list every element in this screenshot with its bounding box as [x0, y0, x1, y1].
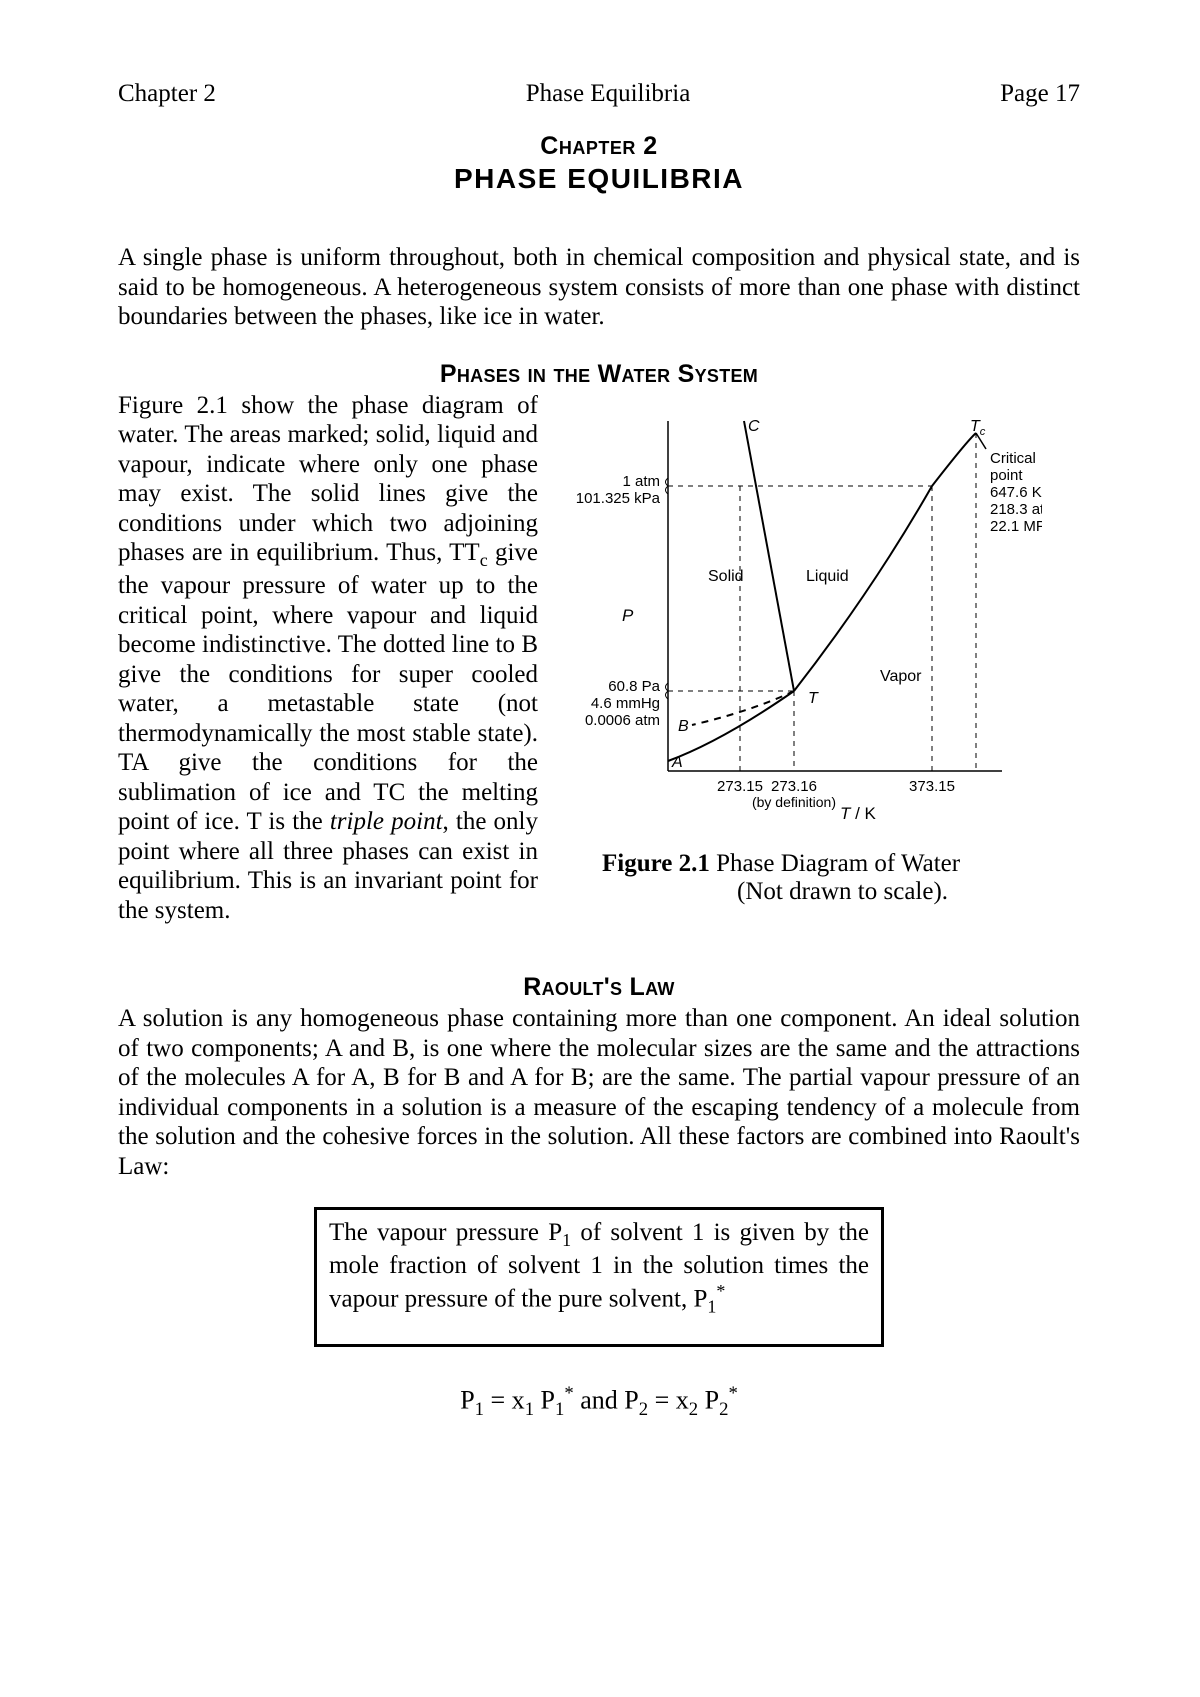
svg-text:B: B — [678, 718, 689, 735]
phase-diagram-svg: P T / K 1 atm101.325 kPa 60.8 Pa4.6 mmHg0.0… — [572, 391, 1042, 831]
svg-text:273.15: 273.15 — [717, 778, 763, 795]
svg-text:22.1 MPa: 22.1 MPa — [990, 518, 1042, 535]
chapter-number: Chapter 2 — [118, 132, 1080, 161]
svg-text:1 atm: 1 atm — [622, 473, 660, 490]
figure-caption-bold: Figure 2.1 — [602, 850, 710, 877]
svg-text:C: C — [748, 418, 760, 435]
svg-text:P: P — [622, 606, 634, 625]
svg-text:Solid: Solid — [708, 568, 744, 585]
svg-text:101.325 kPa: 101.325 kPa — [576, 490, 661, 507]
svg-text:4.6 mmHg: 4.6 mmHg — [591, 695, 660, 712]
svg-text:0.0006 atm: 0.0006 atm — [585, 712, 660, 729]
svg-text:T / K: T / K — [840, 804, 877, 823]
raoults-law-equation: P1 = x1 P1* and P2 = x2 P2* — [118, 1383, 1080, 1421]
svg-text:Critical: Critical — [990, 450, 1036, 467]
svg-text:Liquid: Liquid — [806, 568, 849, 585]
header-left: Chapter 2 — [118, 80, 216, 108]
intro-paragraph: A single phase is uniform throughout, bo… — [118, 243, 1080, 332]
figure-caption: Figure 2.1 Phase Diagram of Water (Not d… — [602, 850, 1080, 906]
svg-text:373.15: 373.15 — [909, 778, 955, 795]
figure-2-1: P T / K 1 atm101.325 kPa 60.8 Pa4.6 mmHg0.0… — [572, 391, 1080, 926]
header-center: Phase Equilibria — [526, 80, 691, 108]
raoults-law-box: The vapour pressure P1 of solvent 1 is g… — [314, 1207, 884, 1346]
svg-text:A: A — [671, 754, 683, 771]
svg-text:Vapor: Vapor — [880, 668, 922, 685]
svg-text:273.16: 273.16 — [771, 778, 817, 795]
svg-text:T: T — [808, 690, 819, 707]
section1-body: Figure 2.1 show the phase diagram of wat… — [118, 391, 538, 926]
svg-text:(by definition): (by definition) — [752, 794, 836, 810]
svg-text:60.8 Pa: 60.8 Pa — [608, 678, 660, 695]
section2-heading: Raoult's Law — [118, 973, 1080, 1002]
figure-caption-text2: (Not drawn to scale). — [737, 878, 948, 906]
section1-heading: Phases in the Water System — [118, 360, 1080, 389]
section2-body: A solution is any homogeneous phase cont… — [118, 1004, 1080, 1181]
header-right: Page 17 — [1000, 80, 1080, 108]
svg-text:point: point — [990, 467, 1023, 484]
chapter-title: Phase Equilibria — [118, 163, 1080, 195]
svg-text:647.6 K: 647.6 K — [990, 484, 1042, 501]
page-header: Chapter 2 Phase Equilibria Page 17 — [118, 80, 1080, 108]
svg-text:218.3 atm: 218.3 atm — [990, 501, 1042, 518]
figure-caption-text1: Phase Diagram of Water — [710, 850, 960, 877]
